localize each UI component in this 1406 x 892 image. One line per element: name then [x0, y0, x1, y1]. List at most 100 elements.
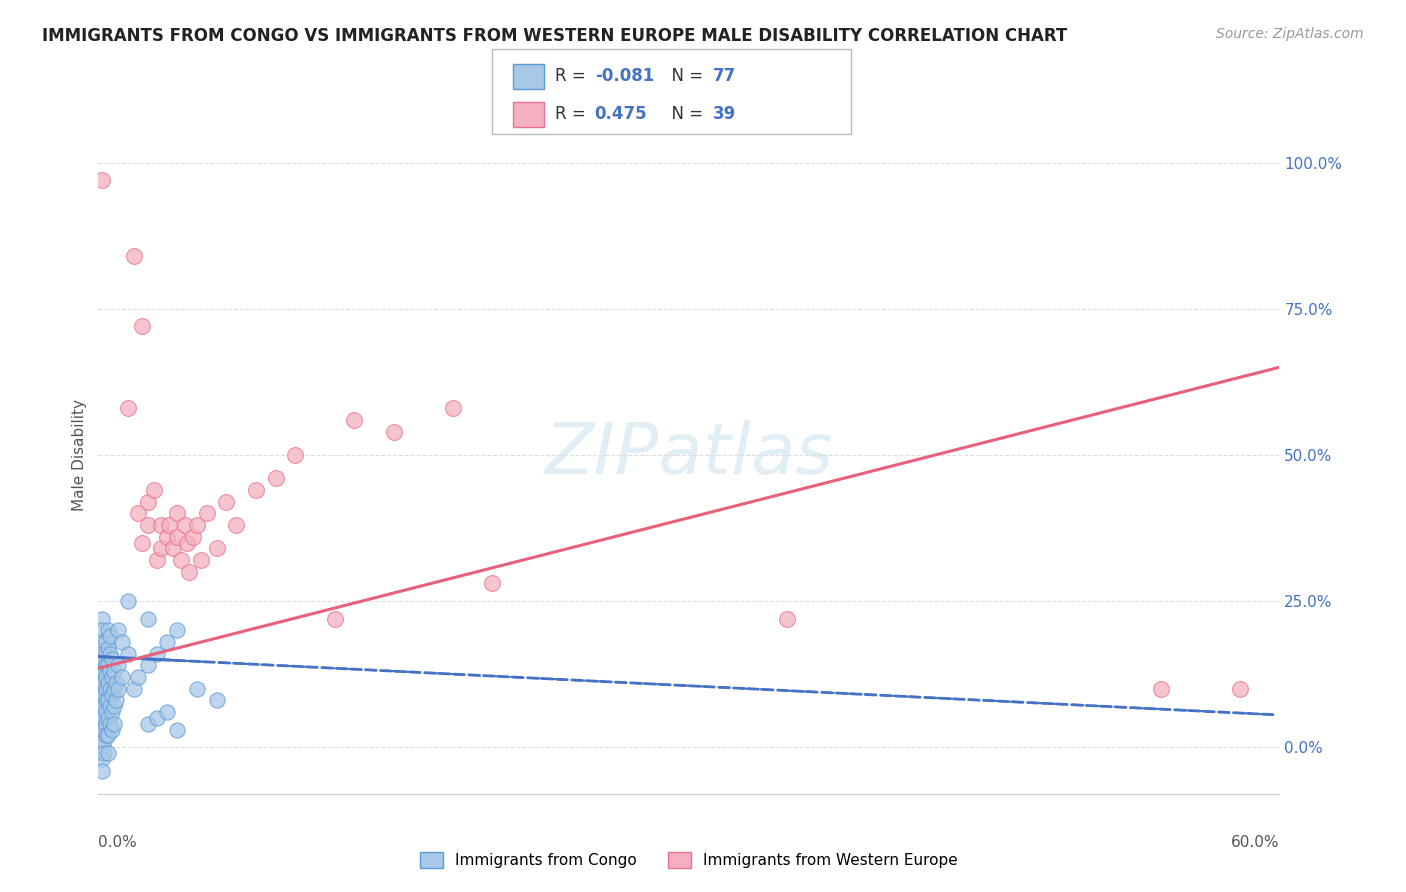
Point: [98, 699, 121, 714]
Point: [96, 647, 118, 661]
Point: [91, 647, 114, 661]
Point: [343, 413, 366, 427]
Point: [98, 664, 121, 678]
Point: [91, 752, 114, 766]
Point: [284, 448, 307, 462]
Point: [122, 681, 145, 696]
Point: [150, 518, 173, 533]
Point: [170, 553, 193, 567]
Text: N =: N =: [661, 105, 709, 123]
Point: [103, 681, 125, 696]
Point: [186, 518, 208, 533]
Point: [195, 507, 218, 521]
Text: IMMIGRANTS FROM CONGO VS IMMIGRANTS FROM WESTERN EUROPE MALE DISABILITY CORRELAT: IMMIGRANTS FROM CONGO VS IMMIGRANTS FROM…: [42, 27, 1067, 45]
Point: [156, 635, 179, 649]
Y-axis label: Male Disability: Male Disability: [72, 399, 87, 511]
Point: [166, 507, 188, 521]
Text: 0.475: 0.475: [595, 105, 647, 123]
Point: [96, 635, 118, 649]
Point: [91, 705, 114, 719]
Point: [103, 716, 125, 731]
Point: [127, 507, 149, 521]
Point: [105, 693, 128, 707]
Point: [215, 494, 238, 508]
Point: [382, 425, 405, 439]
Point: [166, 723, 188, 737]
Point: [107, 624, 129, 638]
Point: [146, 553, 169, 567]
Point: [264, 471, 287, 485]
Point: [176, 535, 198, 549]
Point: [93, 676, 115, 690]
Point: [186, 681, 208, 696]
Text: ZIPatlas: ZIPatlas: [544, 420, 834, 490]
Point: [93, 711, 115, 725]
Point: [146, 647, 169, 661]
Point: [97, 640, 120, 655]
Point: [97, 746, 120, 760]
Point: [323, 611, 346, 625]
Point: [96, 658, 118, 673]
Point: [157, 518, 180, 533]
Point: [96, 705, 118, 719]
Point: [166, 530, 188, 544]
Text: 0.0%: 0.0%: [98, 835, 138, 849]
Point: [136, 658, 159, 673]
Point: [117, 401, 139, 416]
Point: [205, 541, 228, 556]
Point: [97, 624, 120, 638]
Point: [177, 565, 200, 579]
Legend: Immigrants from Congo, Immigrants from Western Europe: Immigrants from Congo, Immigrants from W…: [415, 847, 963, 874]
Point: [93, 652, 115, 666]
Point: [136, 494, 159, 508]
Point: [97, 658, 120, 673]
Text: -0.081: -0.081: [595, 67, 654, 86]
Point: [181, 530, 204, 544]
Point: [91, 611, 114, 625]
Point: [441, 401, 464, 416]
Point: [91, 670, 114, 684]
Point: [98, 647, 121, 661]
Point: [97, 693, 120, 707]
Point: [93, 699, 115, 714]
Point: [107, 681, 129, 696]
Text: R =: R =: [555, 105, 592, 123]
Point: [91, 681, 114, 696]
Point: [101, 652, 124, 666]
Point: [166, 624, 188, 638]
Point: [101, 688, 124, 702]
Point: [98, 629, 121, 643]
Point: [91, 728, 114, 742]
Point: [776, 611, 799, 625]
Point: [93, 723, 115, 737]
Point: [146, 711, 169, 725]
Point: [98, 681, 121, 696]
Point: [91, 716, 114, 731]
Point: [91, 624, 114, 638]
Point: [96, 670, 118, 684]
Text: 77: 77: [713, 67, 737, 86]
Point: [205, 693, 228, 707]
Point: [117, 594, 139, 608]
Point: [103, 664, 125, 678]
Point: [91, 764, 114, 778]
Point: [174, 518, 197, 533]
Point: [162, 541, 184, 556]
Text: 39: 39: [713, 105, 737, 123]
Text: Source: ZipAtlas.com: Source: ZipAtlas.com: [1216, 27, 1364, 41]
Point: [98, 716, 121, 731]
Point: [91, 635, 114, 649]
Point: [97, 728, 120, 742]
Point: [111, 635, 134, 649]
Point: [105, 676, 128, 690]
Point: [96, 693, 118, 707]
Point: [225, 518, 247, 533]
Point: [91, 693, 114, 707]
Point: [156, 530, 179, 544]
Point: [103, 699, 125, 714]
Point: [1150, 681, 1173, 696]
Point: [101, 670, 124, 684]
Point: [142, 483, 165, 497]
Point: [245, 483, 267, 497]
Point: [117, 647, 139, 661]
